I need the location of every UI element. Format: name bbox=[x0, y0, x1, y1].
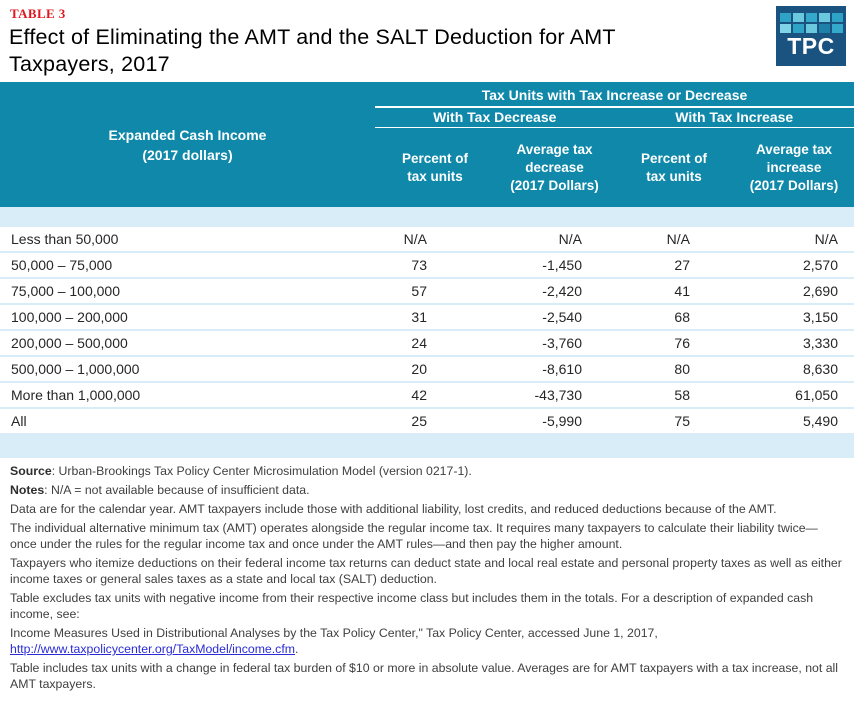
cell-percent-increase: 27 bbox=[674, 257, 690, 273]
notes-section: Source: Urban-Brookings Tax Policy Cente… bbox=[0, 458, 854, 692]
subgroup-with-tax-decrease: With Tax Decrease bbox=[433, 109, 557, 125]
cell-avg-decrease: -5,990 bbox=[542, 413, 582, 429]
cell-avg-increase: 2,570 bbox=[802, 257, 838, 273]
spacer-band-bottom bbox=[0, 433, 854, 458]
cell-avg-decrease: -2,540 bbox=[542, 309, 582, 325]
row-header-expanded-cash-income: Expanded Cash Income (2017 dollars) bbox=[108, 126, 267, 163]
cell-percent-increase: 75 bbox=[674, 413, 690, 429]
row-label: 50,000 – 75,000 bbox=[11, 257, 113, 273]
col-header-avg-increase: Average tax increase (2017 Dollars) bbox=[749, 141, 839, 193]
link-suffix: . bbox=[295, 642, 299, 656]
income-cfm-link[interactable]: http://www.taxpolicycenter.org/TaxModel/… bbox=[10, 642, 295, 656]
cell-avg-increase: N/A bbox=[814, 231, 838, 247]
header-divider-line bbox=[375, 126, 854, 128]
cell-percent-decrease: 57 bbox=[411, 283, 427, 299]
source-note: Source: Urban-Brookings Tax Policy Cente… bbox=[10, 463, 844, 479]
note-paragraph: Table includes tax units with a change i… bbox=[10, 661, 839, 691]
cell-percent-increase: 68 bbox=[674, 309, 690, 325]
cell-percent-decrease: 42 bbox=[411, 387, 427, 403]
cell-avg-decrease: -8,610 bbox=[542, 361, 582, 377]
note-paragraph: Taxpayers who itemize deductions on thei… bbox=[10, 556, 842, 586]
citation-text: Income Measures Used in Distributional A… bbox=[10, 626, 658, 640]
masthead: TABLE 3 Effect of Eliminating the AMT an… bbox=[0, 0, 854, 82]
cell-percent-increase: 80 bbox=[674, 361, 690, 377]
cell-percent-decrease: 31 bbox=[411, 309, 427, 325]
column-headers: Percent of tax units Average tax decreas… bbox=[375, 128, 854, 207]
group-header: Tax Units with Tax Increase or Decrease bbox=[481, 87, 748, 103]
cell-avg-decrease: -3,760 bbox=[542, 335, 582, 351]
row-label: 500,000 – 1,000,000 bbox=[11, 361, 140, 377]
notes-label: Notes bbox=[10, 483, 45, 497]
cell-percent-decrease: 25 bbox=[411, 413, 427, 429]
cell-avg-decrease: N/A bbox=[558, 231, 582, 247]
table-row: All 25 -5,990 75 5,490 bbox=[0, 409, 854, 433]
table-number-label: TABLE 3 bbox=[10, 6, 66, 21]
cell-avg-increase: 5,490 bbox=[802, 413, 838, 429]
row-label: 200,000 – 500,000 bbox=[11, 335, 128, 351]
col-header-avg-decrease: Average tax decrease (2017 Dollars) bbox=[510, 141, 599, 193]
page-title: Effect of Eliminating the AMT and the SA… bbox=[9, 25, 616, 76]
cell-percent-increase: N/A bbox=[666, 231, 690, 247]
table-body: Less than 50,000 N/A N/A N/A N/A 50,000 … bbox=[0, 227, 854, 433]
tpc-logo: TPC bbox=[776, 6, 846, 66]
col-header-percent-decrease: Percent of tax units bbox=[401, 150, 469, 184]
row-label: All bbox=[11, 413, 27, 429]
cell-avg-increase: 3,150 bbox=[802, 309, 838, 325]
notes-note: Notes: N/A = not available because of in… bbox=[10, 482, 844, 498]
citation-paragraph: Income Measures Used in Distributional A… bbox=[10, 625, 844, 657]
source-label: Source bbox=[10, 464, 52, 478]
cell-avg-decrease: -2,420 bbox=[542, 283, 582, 299]
table-header: Expanded Cash Income (2017 dollars) Tax … bbox=[0, 82, 854, 207]
cell-percent-decrease: 73 bbox=[411, 257, 427, 273]
tpc-logo-grid-icon bbox=[779, 13, 843, 33]
table-row: 200,000 – 500,000 24 -3,760 76 3,330 bbox=[0, 331, 854, 357]
row-label: 100,000 – 200,000 bbox=[11, 309, 128, 325]
notes-text: : N/A = not available because of insuffi… bbox=[44, 483, 310, 497]
cell-avg-increase: 8,630 bbox=[802, 361, 838, 377]
cell-percent-increase: 58 bbox=[674, 387, 690, 403]
note-paragraph: The individual alternative minimum tax (… bbox=[10, 521, 818, 551]
cell-avg-decrease: -43,730 bbox=[534, 387, 582, 403]
col-header-percent-increase: Percent of tax units bbox=[640, 150, 708, 184]
row-label: Less than 50,000 bbox=[11, 231, 119, 247]
subgroup-with-tax-increase: With Tax Increase bbox=[675, 109, 794, 125]
note-paragraph: Data are for the calendar year. AMT taxp… bbox=[10, 502, 777, 516]
spacer-band-top bbox=[0, 207, 854, 227]
table-row: 100,000 – 200,000 31 -2,540 68 3,150 bbox=[0, 305, 854, 331]
note-paragraph: Table excludes tax units with negative i… bbox=[10, 591, 814, 621]
table-row: 500,000 – 1,000,000 20 -8,610 80 8,630 bbox=[0, 357, 854, 383]
table-row: 50,000 – 75,000 73 -1,450 27 2,570 bbox=[0, 253, 854, 279]
cell-percent-increase: 41 bbox=[674, 283, 690, 299]
cell-avg-increase: 3,330 bbox=[802, 335, 838, 351]
row-label: More than 1,000,000 bbox=[11, 387, 141, 403]
cell-avg-decrease: -1,450 bbox=[542, 257, 582, 273]
cell-percent-decrease: N/A bbox=[403, 231, 427, 247]
cell-percent-increase: 76 bbox=[674, 335, 690, 351]
cell-percent-decrease: 20 bbox=[411, 361, 427, 377]
subgroup-headers: With Tax Decrease With Tax Increase bbox=[375, 108, 854, 127]
row-label: 75,000 – 100,000 bbox=[11, 283, 120, 299]
header-divider-line bbox=[375, 106, 854, 108]
table-row: Less than 50,000 N/A N/A N/A N/A bbox=[0, 227, 854, 253]
table-row: More than 1,000,000 42 -43,730 58 61,050 bbox=[0, 383, 854, 409]
table-header-right: Tax Units with Tax Increase or Decrease … bbox=[375, 82, 854, 207]
cell-avg-increase: 2,690 bbox=[802, 283, 838, 299]
cell-percent-decrease: 24 bbox=[411, 335, 427, 351]
cell-avg-increase: 61,050 bbox=[795, 387, 838, 403]
source-text: : Urban-Brookings Tax Policy Center Micr… bbox=[51, 464, 472, 478]
tpc-logo-text: TPC bbox=[787, 33, 835, 59]
table-row: 75,000 – 100,000 57 -2,420 41 2,690 bbox=[0, 279, 854, 305]
